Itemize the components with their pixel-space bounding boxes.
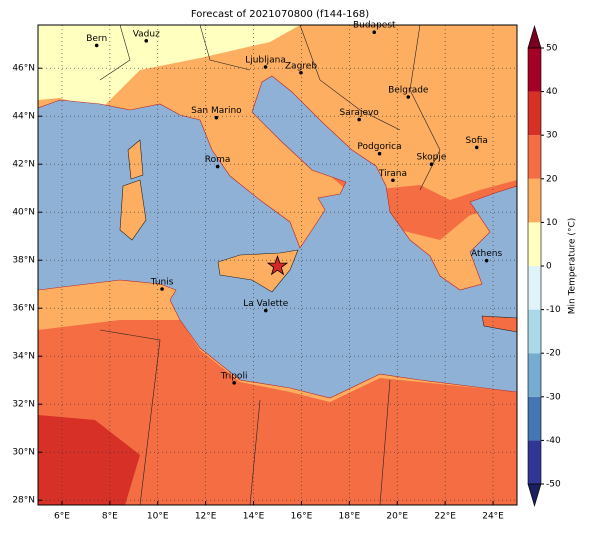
- colorbar-segment: [528, 353, 541, 397]
- x-tick-label: 8°E: [102, 512, 118, 522]
- x-tick-label: 12°E: [195, 512, 217, 522]
- colorbar-tick-label: 40: [546, 87, 558, 97]
- colorbar-tick-label: -50: [546, 480, 561, 490]
- africa-zone: [38, 320, 517, 505]
- city-dot: [215, 164, 220, 169]
- city-dot: [144, 39, 149, 43]
- city-label: Roma: [205, 155, 231, 165]
- city-label: Podgorica: [357, 142, 401, 152]
- colorbar-tick-label: 50: [546, 44, 558, 54]
- colorbar-tick-label: 10: [546, 218, 558, 228]
- city-dot: [160, 287, 164, 291]
- colorbar-tick-label: -30: [546, 392, 561, 402]
- city-dot: [263, 308, 268, 313]
- y-tick-label: 44°N: [12, 112, 35, 122]
- city-dot: [357, 117, 361, 122]
- y-tick-label: 46°N: [12, 64, 35, 74]
- city-dot: [474, 145, 479, 150]
- city-dot: [406, 95, 411, 99]
- colorbar-segment: [528, 91, 541, 136]
- city-label: Sofia: [466, 136, 488, 146]
- hot-zone: [38, 415, 140, 505]
- city-label: San Marino: [191, 106, 242, 116]
- colorbar-tick-label: -10: [546, 305, 561, 315]
- x-tick-label: 10°E: [147, 512, 169, 522]
- colorbar-segment: [528, 440, 541, 484]
- city-dot: [391, 178, 395, 183]
- y-tick-label: 36°N: [12, 304, 35, 314]
- city-label: Zagreb: [285, 61, 317, 71]
- city-label: Athens: [471, 249, 502, 259]
- colorbar-segment: [528, 396, 541, 441]
- city-label: Ljubljana: [245, 56, 286, 66]
- colorbar-tick-label: 0: [546, 262, 552, 272]
- x-tick-label: 16°E: [291, 512, 313, 522]
- city-label: Tripoli: [220, 371, 248, 381]
- frame: [37, 24, 518, 506]
- city-label: La Valette: [243, 299, 288, 309]
- colorbar-tick-label: -20: [546, 349, 561, 359]
- colorbar-over: [527, 24, 542, 49]
- city-label: Belgrade: [388, 86, 429, 96]
- y-tick-label: 30°N: [12, 448, 35, 458]
- x-tick-label: 24°E: [482, 512, 504, 522]
- x-tick-label: 6°E: [54, 512, 70, 522]
- city-dot: [214, 115, 219, 120]
- city-dot: [429, 162, 434, 166]
- y-tick-label: 32°N: [12, 400, 35, 410]
- colorbar-under: [527, 483, 542, 508]
- location-star: [266, 254, 289, 276]
- city-label: Budapest: [353, 21, 396, 31]
- x-tick-label: 22°E: [434, 512, 456, 522]
- x-tick-label: 18°E: [339, 512, 361, 522]
- city-label: Tirana: [378, 169, 407, 179]
- city-label: Bern: [86, 34, 107, 44]
- colorbar-segment: [528, 266, 541, 310]
- city-dot: [377, 151, 382, 156]
- city-dot: [372, 30, 377, 34]
- corsica: [127, 139, 144, 180]
- colorbar-tick-label: 30: [546, 131, 558, 141]
- colorbar-segment: [528, 178, 541, 223]
- colorbar-segment: [528, 135, 541, 179]
- city-label: Skopje: [417, 153, 447, 163]
- city-dot: [484, 258, 489, 263]
- city-dot: [263, 65, 268, 69]
- sardinia: [119, 179, 147, 241]
- y-tick-label: 38°N: [12, 256, 35, 266]
- city-label: Vaduz: [133, 29, 160, 39]
- grid: [38, 25, 517, 505]
- y-tick-label: 40°N: [12, 208, 35, 218]
- colorbar-segment: [528, 48, 541, 92]
- city-dot: [232, 381, 236, 385]
- city-label: Tunis: [150, 278, 174, 288]
- city-dot: [299, 70, 303, 75]
- crete: [481, 315, 517, 333]
- x-tick-label: 20°E: [386, 512, 408, 522]
- colorbar-label: Min Temperature (°C): [568, 218, 578, 315]
- borders: [99, 25, 441, 505]
- alps-zone: [38, 25, 300, 110]
- colorbar-segment: [528, 309, 541, 354]
- colorbar-tick-label: 20: [546, 174, 558, 184]
- y-tick-label: 28°N: [12, 496, 35, 506]
- city-dot: [94, 43, 99, 48]
- y-tick-label: 42°N: [12, 160, 35, 170]
- balkan-zone: [300, 150, 517, 240]
- colorbar-tick-label: -40: [546, 436, 561, 446]
- x-tick-label: 14°E: [243, 512, 265, 522]
- y-tick-label: 34°N: [12, 352, 35, 362]
- colorbar-segment: [528, 222, 541, 266]
- title: Forecast of 2021070800 (f144-168): [191, 9, 369, 20]
- city-label: Sarajevo: [340, 108, 380, 118]
